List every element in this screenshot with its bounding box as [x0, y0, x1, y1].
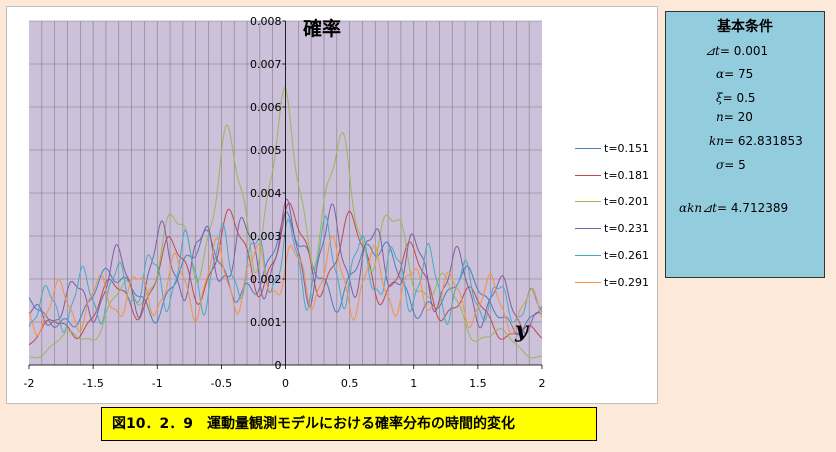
- legend-swatch: [575, 255, 601, 257]
- legend-item: t=0.261: [575, 242, 649, 269]
- chart-legend: t=0.151 t=0.181 t=0.201 t=0.231 t=0.261 t=0.2…: [575, 135, 649, 296]
- parameter-value: = 62.831853: [724, 134, 803, 148]
- y-tick-label: 0.004: [250, 187, 282, 200]
- y-tick-label: 0.006: [250, 101, 282, 114]
- legend-label: t=0.231: [604, 222, 650, 236]
- parameter-symbol: n: [716, 110, 724, 124]
- parameter-symbol: α: [716, 67, 725, 81]
- x-tick-label: -2: [24, 377, 35, 390]
- legend-item: t=0.201: [575, 189, 649, 216]
- parameter-value: = 75: [724, 67, 754, 81]
- parameter-row: ξ= 0.5: [716, 91, 756, 105]
- x-tick-label: 2: [539, 377, 546, 390]
- parameter-value: = 4.712389: [716, 201, 789, 215]
- x-tick-label: 0.5: [341, 377, 359, 390]
- legend-item: t=0.291: [575, 269, 649, 296]
- legend-label: t=0.291: [604, 275, 650, 289]
- parameter-box: 基本条件 ⊿t= 0.001 α= 75 ξ= 0.5 n= 20 kn= 62.831…: [665, 11, 825, 278]
- parameter-row: αkn⊿t= 4.712389: [679, 201, 788, 215]
- parameter-symbol: ⊿t: [705, 44, 720, 58]
- chart-title: 確率: [303, 17, 341, 40]
- legend-label: t=0.261: [604, 249, 650, 263]
- parameter-value: = 0.5: [722, 91, 756, 105]
- parameter-symbol: σ: [716, 158, 725, 172]
- legend-swatch: [575, 147, 601, 149]
- legend-label: t=0.201: [604, 195, 650, 209]
- x-tick-label: -1: [152, 377, 163, 390]
- parameter-value: = 20: [723, 110, 753, 124]
- legend-item: t=0.181: [575, 162, 649, 189]
- y-tick-label: 0.007: [250, 58, 282, 71]
- y-tick-label: 0: [275, 359, 282, 372]
- parameter-row: kn= 62.831853: [709, 134, 803, 148]
- x-tick-label: 0: [282, 377, 289, 390]
- parameter-value: = 0.001: [719, 44, 769, 58]
- parameter-row: α= 75: [716, 67, 753, 81]
- chart-plot: -2 -1.5 -1 -0.5 0 0.5 1 1.5 2 0 0.001 0.002 0.003 0.0…: [24, 15, 546, 390]
- parameter-symbol: αkn⊿t: [679, 201, 717, 215]
- chart-frame: -2 -1.5 -1 -0.5 0 0.5 1 1.5 2 0 0.001 0.002 0.003 0.0…: [6, 6, 658, 404]
- parameter-row: σ= 5: [716, 158, 746, 172]
- x-tick-label: 1: [410, 377, 417, 390]
- legend-swatch: [575, 174, 601, 176]
- parameter-symbol: ξ: [716, 91, 723, 105]
- parameter-value: = 5: [724, 158, 746, 172]
- parameter-row: ⊿t= 0.001: [705, 44, 768, 58]
- legend-swatch: [575, 281, 601, 283]
- figure-caption: 図10．2．9 運動量観測モデルにおける確率分布の時間的変化: [101, 407, 597, 441]
- legend-item: t=0.231: [575, 215, 649, 242]
- legend-swatch: [575, 201, 601, 203]
- y-tick-label: 0.001: [250, 316, 282, 329]
- y-tick-label: 0.005: [250, 144, 282, 157]
- legend-item: t=0.151: [575, 135, 649, 162]
- y-tick-label: 0.002: [250, 273, 282, 286]
- parameter-symbol: kn: [709, 134, 724, 148]
- y-tick-label: 0.008: [250, 15, 282, 28]
- legend-label: t=0.181: [604, 168, 650, 182]
- x-tick-label: -1.5: [82, 377, 103, 390]
- y-tick-label: 0.003: [250, 230, 282, 243]
- legend-swatch: [575, 228, 601, 230]
- legend-label: t=0.151: [604, 141, 650, 155]
- x-tick-label: 1.5: [469, 377, 487, 390]
- x-axis-label: y: [514, 317, 530, 343]
- parameter-row: n= 20: [716, 110, 753, 124]
- x-tick-label: -0.5: [211, 377, 232, 390]
- parameter-box-title: 基本条件: [717, 19, 773, 35]
